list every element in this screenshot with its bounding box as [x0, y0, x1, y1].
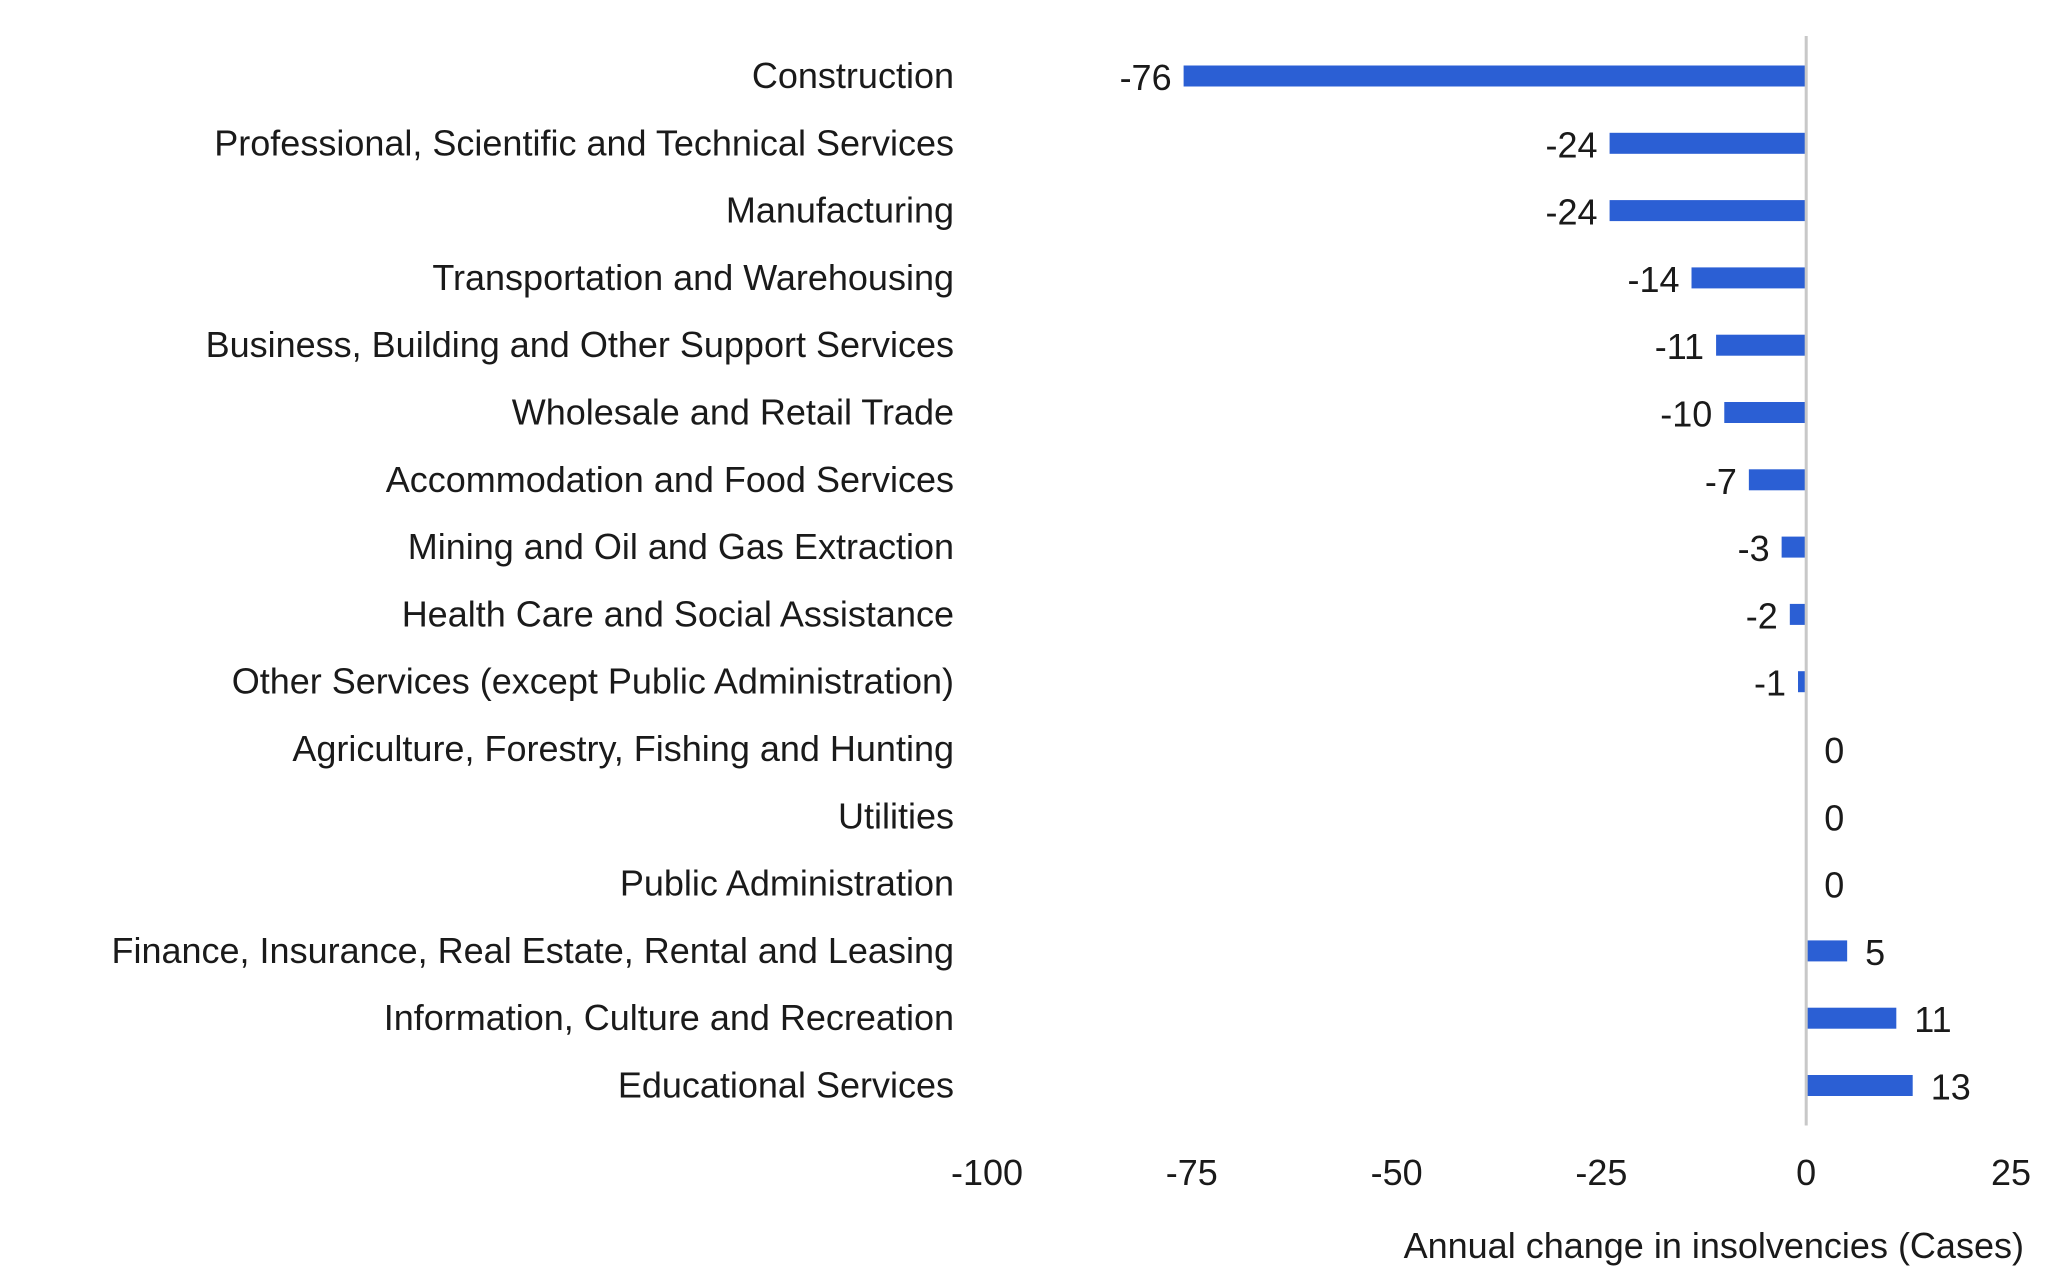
bar	[1806, 1075, 1913, 1096]
data-label: -3	[1738, 528, 1770, 569]
x-axis-ticks-group: -100 -75 -50 -25 0 25	[951, 1152, 2031, 1193]
category-label: Professional, Scientific and Technical S…	[214, 122, 954, 163]
category-label: Utilities	[838, 795, 954, 836]
x-tick-label: -100	[951, 1152, 1023, 1193]
bar	[1748, 469, 1807, 491]
category-label: Other Services (except Public Administra…	[232, 661, 954, 702]
x-tick-label: -75	[1166, 1152, 1218, 1193]
category-label: Information, Culture and Recreation	[384, 997, 954, 1038]
data-label: -7	[1705, 461, 1737, 502]
category-label: Educational Services	[618, 1065, 954, 1106]
x-axis-title: Annual change in insolvencies (Cases)	[1404, 1225, 2024, 1266]
category-label: Health Care and Social Assistance	[402, 593, 954, 634]
x-tick-label: -50	[1371, 1152, 1423, 1193]
category-label: Manufacturing	[726, 190, 954, 231]
data-label: 13	[1931, 1067, 1971, 1108]
bar	[1789, 603, 1807, 625]
data-label: 0	[1824, 865, 1844, 906]
bar	[1724, 402, 1807, 423]
data-label: -24	[1546, 124, 1598, 165]
category-label: Finance, Insurance, Real Estate, Rental …	[111, 930, 954, 971]
data-label: 0	[1824, 730, 1844, 771]
bar	[1691, 267, 1807, 289]
category-label: Transportation and Warehousing	[432, 257, 954, 298]
x-tick-label: 25	[1991, 1152, 2031, 1193]
x-tick-label: -25	[1575, 1152, 1627, 1193]
data-label: 5	[1865, 932, 1885, 973]
data-label: -2	[1746, 595, 1778, 636]
bar	[1798, 671, 1807, 693]
data-label: 0	[1824, 797, 1844, 838]
data-label: 11	[1914, 999, 1951, 1040]
data-label: -10	[1660, 394, 1712, 435]
bar	[1716, 334, 1807, 356]
bar	[1609, 132, 1807, 154]
category-label: Business, Building and Other Support Ser…	[206, 324, 954, 365]
data-label: -24	[1546, 192, 1598, 233]
x-tick-label: 0	[1796, 1152, 1816, 1193]
bar	[1609, 200, 1807, 222]
category-label: Agriculture, Forestry, Fishing and Hunti…	[292, 728, 954, 769]
category-label: Accommodation and Food Services	[386, 459, 954, 500]
bar	[1183, 65, 1807, 87]
category-label: Construction	[752, 55, 954, 96]
data-label: -14	[1627, 259, 1679, 300]
data-label: -11	[1655, 326, 1704, 367]
category-labels-group: Construction Professional, Scientific and…	[111, 55, 954, 1106]
data-label: -1	[1754, 663, 1786, 704]
bar	[1806, 940, 1848, 962]
category-label: Public Administration	[620, 863, 954, 904]
bar	[1806, 1007, 1897, 1029]
bars-group	[1183, 65, 1913, 1096]
category-label: Mining and Oil and Gas Extraction	[408, 526, 954, 567]
category-label: Wholesale and Retail Trade	[512, 392, 954, 433]
bar	[1781, 536, 1807, 558]
data-label: -76	[1120, 57, 1172, 98]
